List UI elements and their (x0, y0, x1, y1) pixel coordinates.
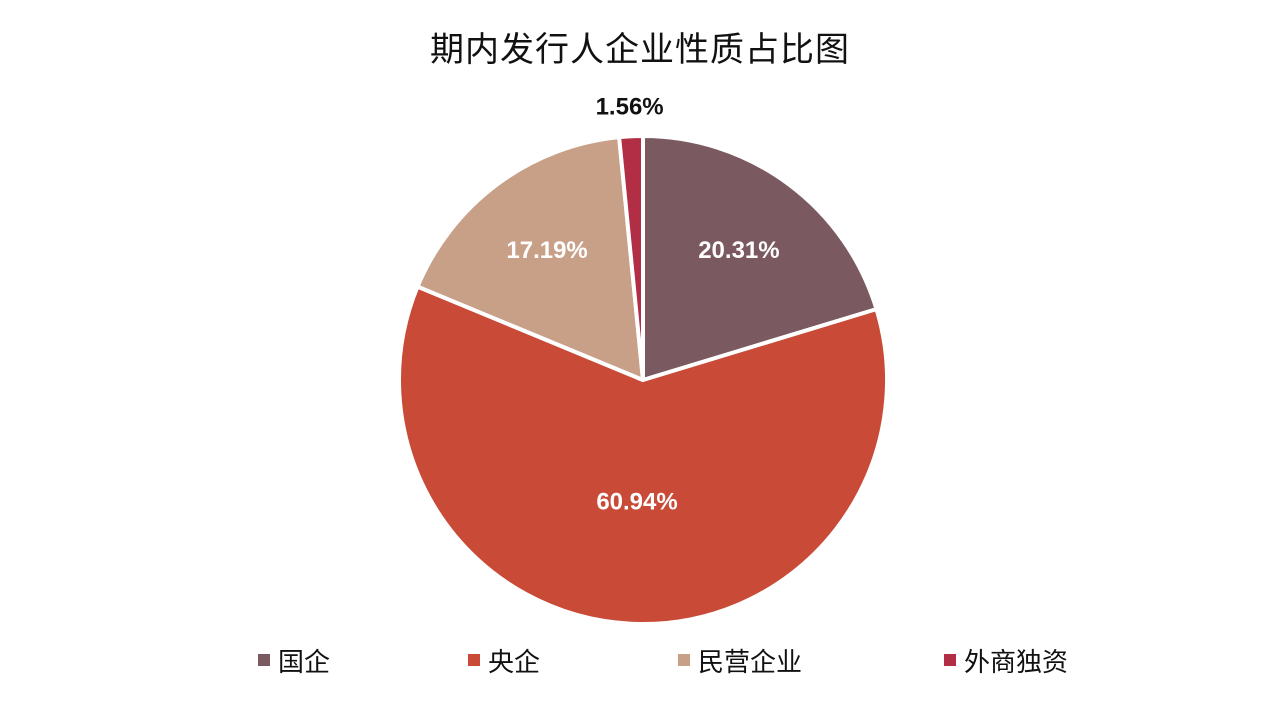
legend-item-4: 外商独资 (944, 642, 1068, 678)
legend-label: 国企 (278, 647, 331, 678)
legend-item-2: 央企 (468, 642, 540, 678)
pie-slice-label-2: 60.94% (596, 488, 677, 515)
legend: 国企 央企 民营企业 外商独资 (0, 642, 1280, 678)
pie-slice-4 (617, 134, 645, 382)
legend-swatch (468, 654, 480, 666)
pie-slice-1 (641, 134, 879, 382)
legend-swatch (678, 654, 690, 666)
pie-slice-label-4: 1.56% (596, 94, 664, 121)
pie-slice-3 (415, 135, 645, 382)
chart-title: 期内发行人企业性质占比图 (430, 30, 850, 70)
legend-item-1: 国企 (258, 642, 330, 678)
legend-swatch (258, 654, 270, 666)
pie-slice-2 (397, 284, 889, 626)
pie-labels: 20.31% 60.94% 17.19% 1.56% (506, 94, 779, 516)
pie-slice-label-3: 17.19% (506, 237, 587, 264)
legend-label: 央企 (488, 647, 541, 678)
legend-swatch (944, 654, 956, 666)
pie-slice-label-1: 20.31% (698, 237, 779, 264)
legend-label: 外商独资 (964, 647, 1069, 678)
pie-slices (397, 134, 889, 626)
legend-label: 民营企业 (698, 647, 803, 678)
legend-item-3: 民营企业 (678, 642, 802, 678)
